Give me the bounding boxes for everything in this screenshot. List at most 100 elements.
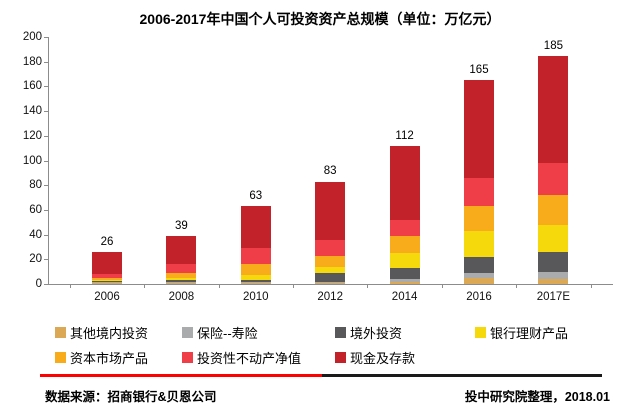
bar-segment-现金及存款 — [538, 55, 569, 164]
bar-segment-投资性不动产净值 — [464, 177, 494, 207]
legend-label: 现金及存款 — [350, 351, 416, 366]
bar-segment-其他境内投资 — [92, 283, 122, 284]
bar-total-label: 26 — [100, 235, 114, 248]
stacked-bar-2010 — [240, 206, 271, 284]
bar-segment-保险--寿险 — [166, 281, 197, 284]
legend-label: 投资性不动产净值 — [197, 351, 302, 366]
legend-item-资本市场产品: 资本市场产品 — [55, 350, 149, 366]
bar-segment-境外投资 — [538, 251, 569, 272]
bar-total-label: 83 — [323, 165, 337, 178]
bar-segment-境外投资 — [240, 279, 271, 283]
x-axis-label: 2010 — [243, 291, 269, 303]
x-axis-tick — [441, 284, 443, 288]
bar-total-label: 63 — [249, 190, 263, 203]
y-axis-label: 40 — [29, 228, 42, 241]
bar-segment-现金及存款 — [315, 181, 346, 240]
x-axis-label: 2008 — [168, 291, 195, 303]
bar-total-label: 165 — [469, 64, 489, 77]
stacked-bar-2017E — [538, 55, 569, 284]
legend-item-其他境内投资: 其他境内投资 — [55, 325, 149, 341]
y-axis-label: 120 — [22, 129, 42, 142]
y-axis-tick — [44, 37, 48, 38]
bar-segment-现金及存款 — [464, 80, 494, 178]
bar-segment-其他境内投资 — [240, 283, 271, 284]
x-axis-tick — [218, 284, 220, 288]
bar-segment-其他境内投资 — [538, 279, 569, 284]
legend-swatch — [182, 352, 193, 363]
stacked-bar-2006 — [92, 251, 122, 284]
y-axis-tick — [44, 185, 48, 187]
legend-item-银行理财产品: 银行理财产品 — [475, 325, 569, 341]
y-axis-tick — [44, 61, 48, 63]
legend-swatch — [335, 327, 346, 338]
legend-swatch — [182, 327, 193, 338]
bar-segment-投资性不动产净值 — [240, 248, 271, 264]
bar-segment-银行理财产品 — [538, 224, 569, 252]
bar-segment-投资性不动产净值 — [166, 264, 197, 273]
y-axis-tick — [44, 111, 48, 113]
bar-segment-资本市场产品 — [166, 272, 197, 279]
y-axis-tick — [44, 209, 48, 211]
y-axis-label: 200 — [22, 31, 42, 43]
data-source-label: 数据来源：招商银行&贝恩公司 — [45, 390, 217, 404]
bar-segment-现金及存款 — [92, 251, 122, 274]
legend-label: 其他境内投资 — [70, 326, 149, 341]
bar-segment-其他境内投资 — [166, 283, 197, 284]
x-axis-label: 2006 — [94, 291, 120, 303]
legend-label: 境外投资 — [350, 326, 403, 341]
bar-segment-其他境内投资 — [389, 281, 420, 284]
x-axis-label: 2016 — [466, 291, 492, 303]
x-axis-tick — [367, 284, 369, 288]
bar-total-label: 39 — [174, 219, 188, 232]
y-axis-tick — [44, 284, 48, 285]
bar-total-label: 112 — [395, 129, 414, 142]
bar-segment-现金及存款 — [389, 145, 420, 220]
bar-segment-投资性不动产净值 — [92, 273, 122, 278]
bar-segment-境外投资 — [464, 256, 494, 273]
bar-segment-资本市场产品 — [240, 263, 271, 276]
bar-segment-资本市场产品 — [92, 277, 122, 281]
bar-segment-境外投资 — [166, 280, 197, 282]
x-axis-label: 2017E — [536, 291, 571, 303]
bar-segment-保险--寿险 — [389, 279, 420, 282]
legend-item-投资性不动产净值: 投资性不动产净值 — [182, 350, 302, 366]
y-axis-label: 80 — [29, 179, 42, 192]
bar-segment-资本市场产品 — [538, 195, 569, 225]
legend-swatch — [475, 327, 486, 338]
legend-swatch — [55, 352, 66, 363]
bar-segment-资本市场产品 — [464, 206, 494, 231]
bar-segment-保险--寿险 — [92, 281, 122, 284]
y-axis-tick — [44, 234, 48, 236]
stacked-bar-2014 — [389, 145, 420, 284]
bar-segment-境外投资 — [315, 272, 346, 282]
footer-divider-red — [40, 374, 322, 377]
stacked-bar-2008 — [166, 235, 197, 284]
bar-segment-银行理财产品 — [166, 278, 197, 281]
legend-label: 银行理财产品 — [490, 326, 569, 341]
y-axis-label: 180 — [22, 55, 42, 68]
x-axis-label: 2014 — [391, 291, 418, 303]
bar-segment-保险--寿险 — [464, 272, 494, 279]
bar-total-label: 185 — [543, 39, 563, 52]
bar-segment-其他境内投资 — [315, 283, 346, 284]
bar-segment-现金及存款 — [166, 235, 197, 265]
legend-swatch — [335, 352, 346, 363]
stacked-bar-2012 — [315, 181, 346, 284]
footer-divider-black — [322, 374, 602, 377]
stacked-bar-2016 — [464, 80, 494, 284]
y-axis-label: 160 — [22, 80, 42, 93]
x-axis-tick — [293, 284, 294, 288]
y-axis-label: 0 — [35, 278, 42, 290]
bar-segment-投资性不动产净值 — [538, 163, 569, 196]
bar-segment-银行理财产品 — [389, 253, 420, 268]
x-axis-tick — [69, 284, 71, 288]
y-axis-tick — [44, 135, 48, 137]
y-axis-tick — [44, 86, 48, 88]
y-axis-tick — [44, 259, 48, 261]
legend-label: 资本市场产品 — [70, 351, 149, 366]
x-axis-label: 2012 — [317, 291, 343, 303]
legend-item-保险--寿险: 保险--寿险 — [182, 325, 258, 341]
bar-segment-银行理财产品 — [315, 266, 346, 273]
bar-segment-投资性不动产净值 — [315, 239, 346, 256]
x-axis-tick — [144, 284, 146, 288]
